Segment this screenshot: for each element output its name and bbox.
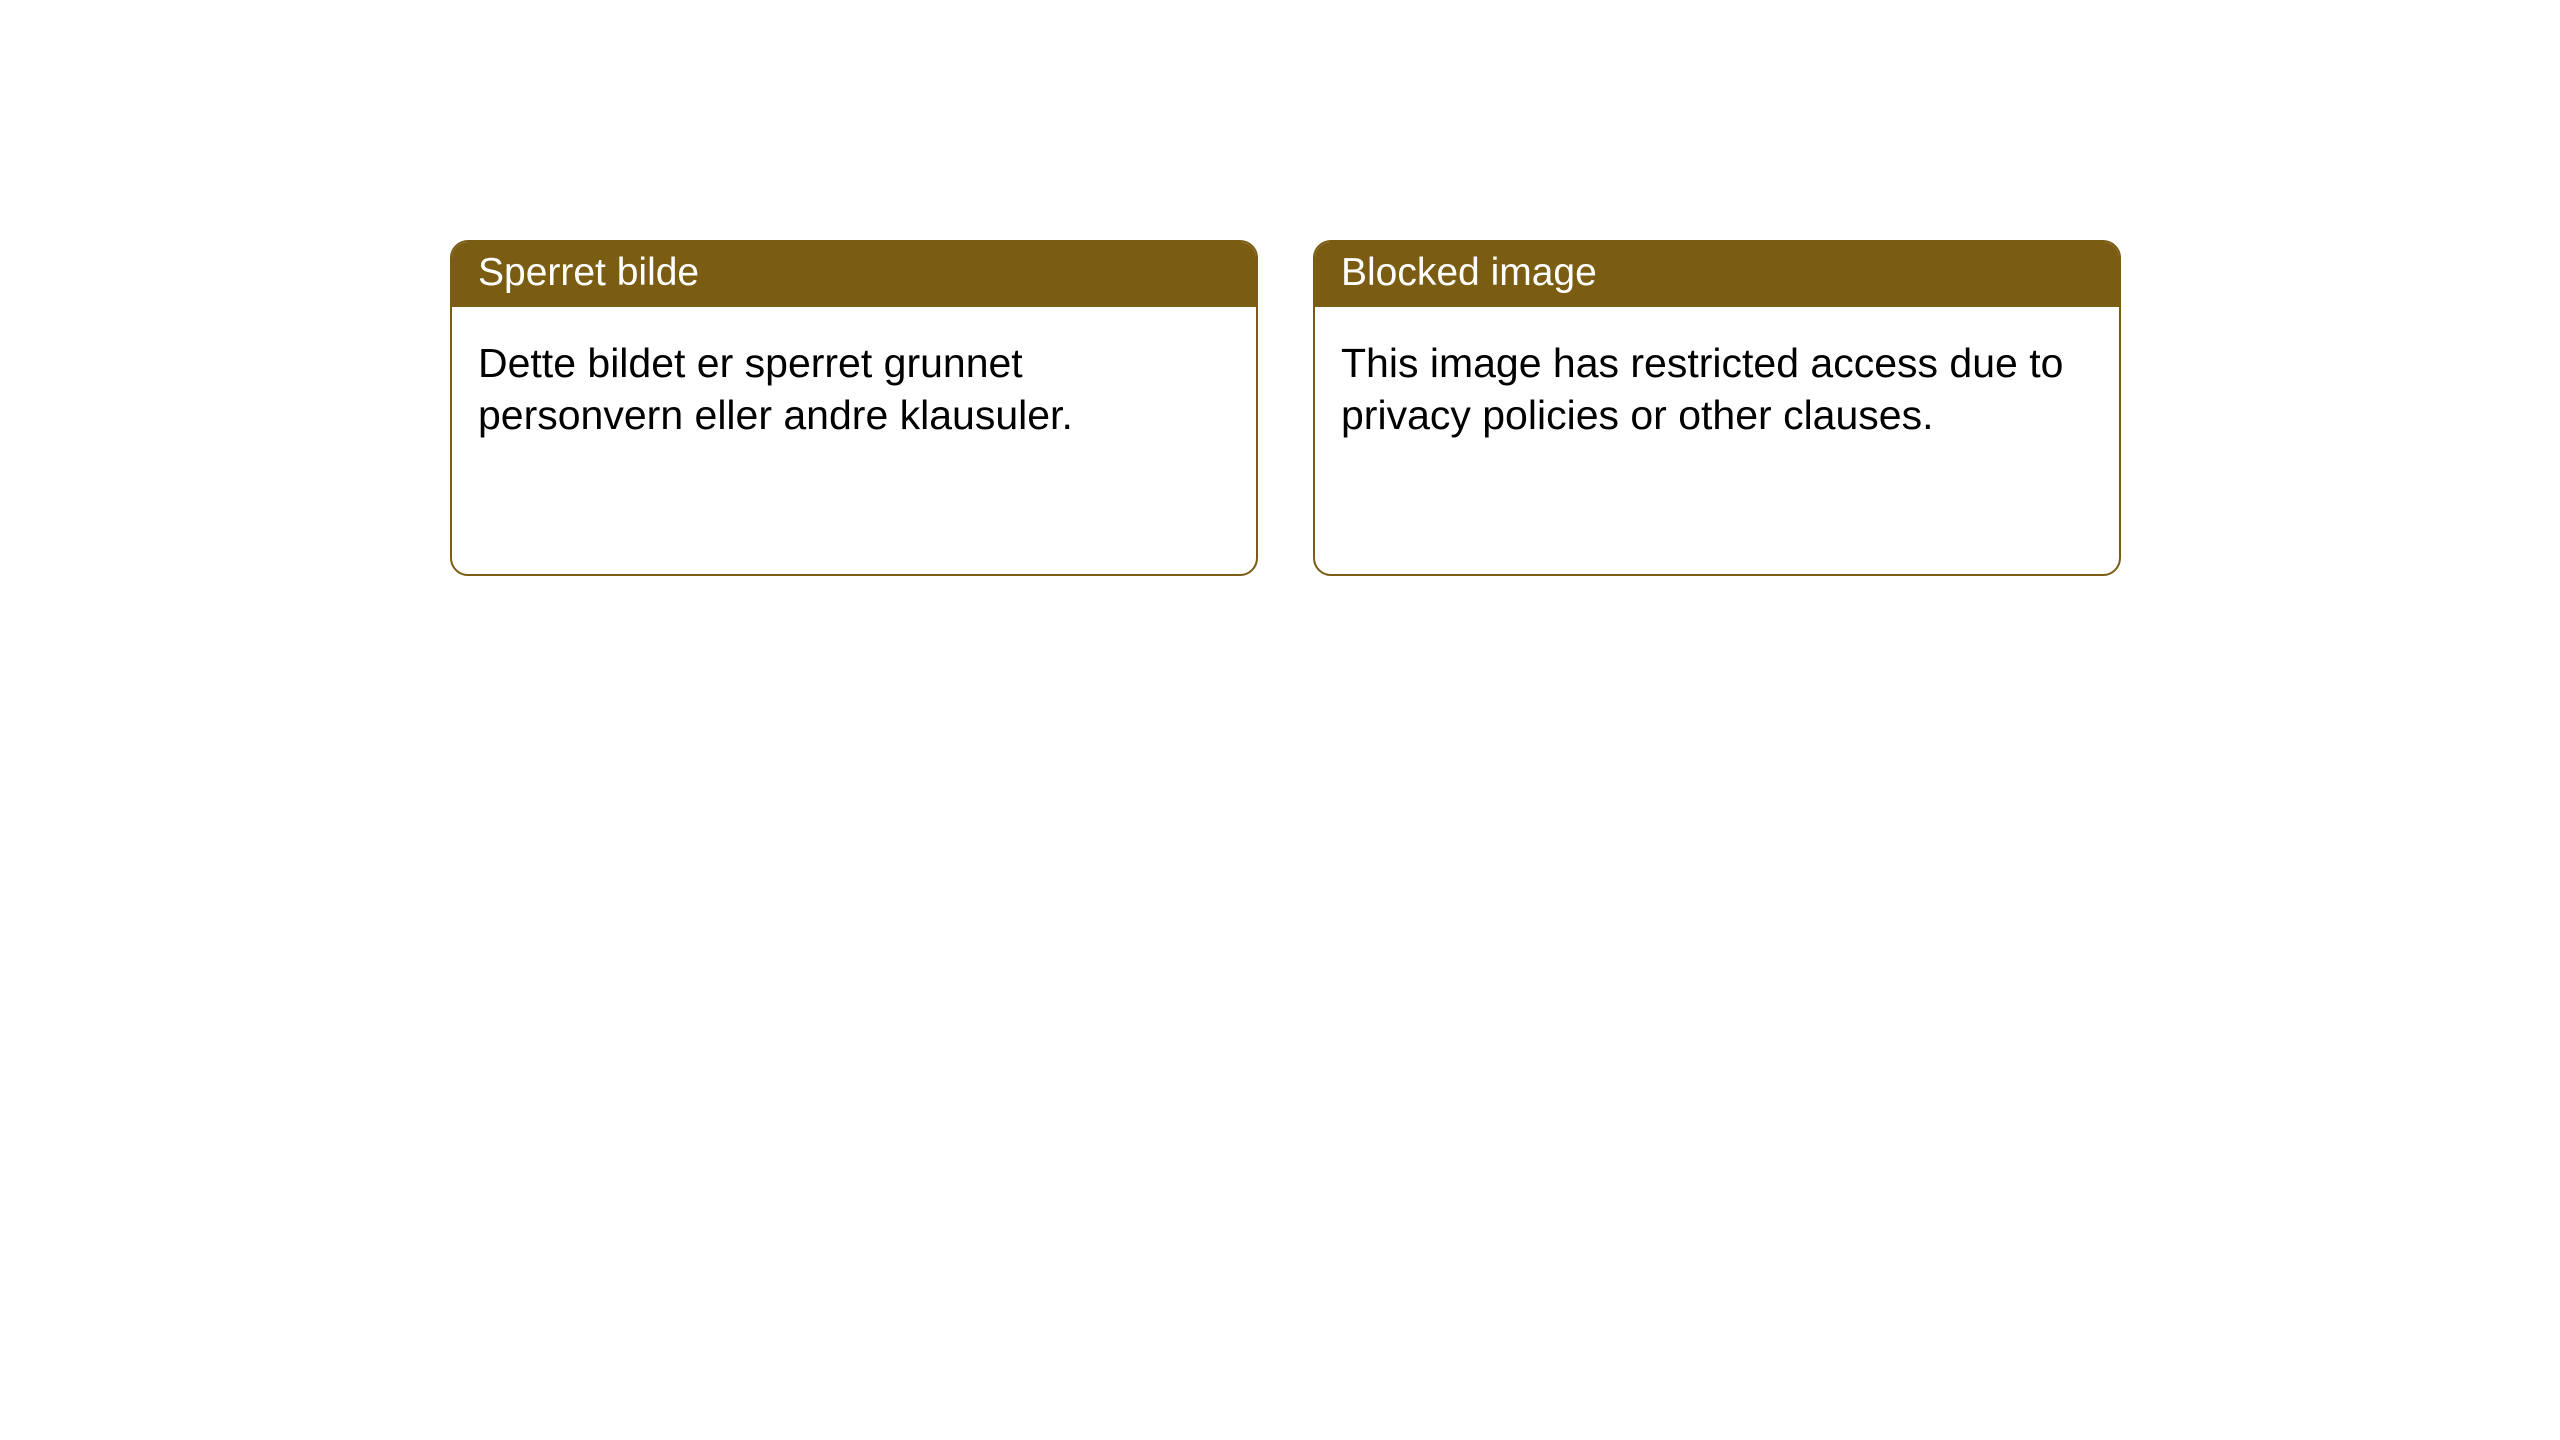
notice-container: Sperret bilde Dette bildet er sperret gr… (0, 0, 2560, 576)
notice-card-norwegian: Sperret bilde Dette bildet er sperret gr… (450, 240, 1258, 576)
notice-title: Sperret bilde (452, 242, 1256, 307)
notice-body: This image has restricted access due to … (1315, 307, 2119, 472)
notice-title: Blocked image (1315, 242, 2119, 307)
notice-card-english: Blocked image This image has restricted … (1313, 240, 2121, 576)
notice-body: Dette bildet er sperret grunnet personve… (452, 307, 1256, 472)
